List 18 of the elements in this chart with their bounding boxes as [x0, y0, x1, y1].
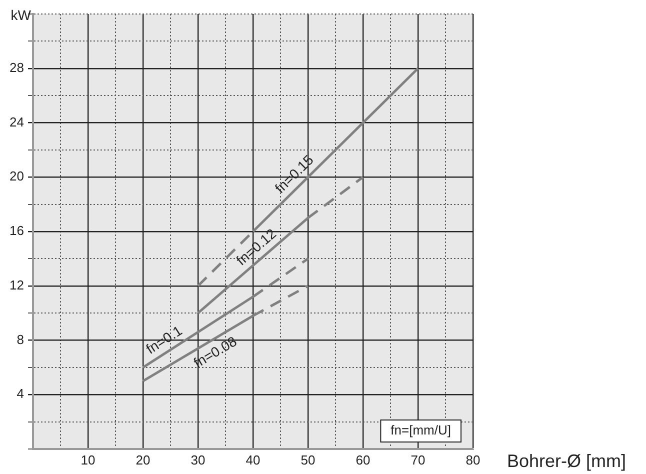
y-tick-label: 12 [10, 277, 24, 292]
x-tick-label: 10 [80, 452, 96, 468]
y-axis-title: kW [10, 6, 32, 23]
x-tick-label: 40 [246, 452, 260, 468]
y-tick-label: 8 [16, 332, 24, 347]
y-tick-label: 4 [16, 386, 24, 402]
x-tick-label: 30 [190, 452, 206, 468]
x-tick-label: 50 [300, 452, 316, 468]
y-tick-label: 28 [10, 60, 24, 75]
y-tick-label: 16 [10, 223, 24, 238]
annotation: fn=[mm/U] [390, 422, 452, 438]
x-tick-label: 70 [410, 452, 426, 468]
x-tick-label: 80 [466, 452, 480, 468]
y-tick-label: 24 [10, 114, 24, 130]
x-tick-label: 60 [356, 452, 370, 468]
x-tick-label: 20 [136, 452, 150, 468]
x-axis-title: Bohrer-Ø [mm] [507, 450, 626, 471]
y-tick-label: 20 [10, 168, 24, 184]
